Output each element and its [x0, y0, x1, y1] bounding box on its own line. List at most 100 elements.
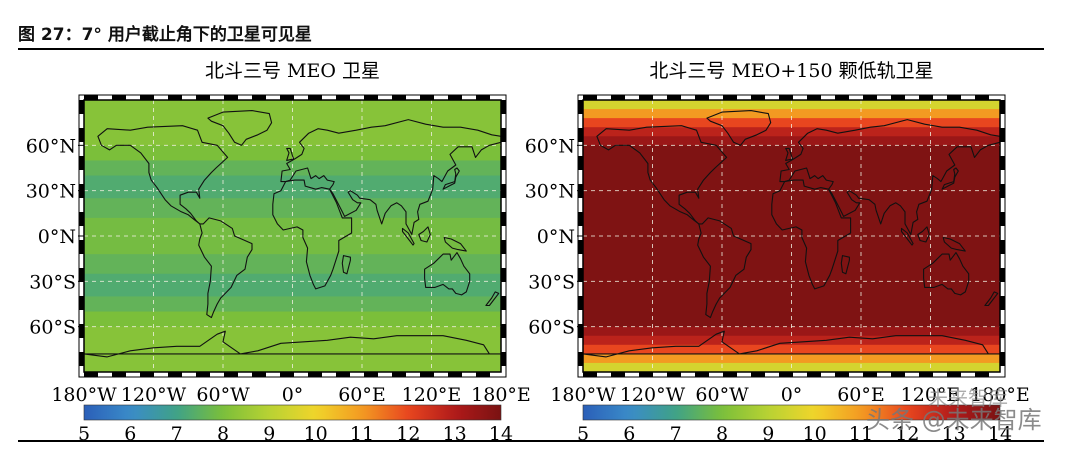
y-tick-label: 0°N [537, 226, 575, 248]
heatmap-band [84, 160, 501, 177]
heatmap-band [583, 100, 1000, 110]
y-tick-label: 60°S [29, 317, 76, 339]
colorbar-tick-label: 11 [350, 423, 374, 445]
y-tick-label: 0°N [38, 226, 76, 248]
coastline-sumatra [401, 227, 415, 246]
colorbar [83, 404, 502, 421]
coastline-north-america [97, 125, 229, 225]
heatmap-band [84, 296, 501, 313]
colorbar-tick-label: 6 [124, 423, 136, 445]
watermark-text: 头条 @未来智库 [866, 406, 1042, 434]
coastline-new-guinea [443, 236, 467, 252]
gridlines [583, 100, 1000, 372]
coastline-japan [442, 167, 460, 190]
coastline-australia [424, 252, 471, 296]
x-tick-label: 60°W [196, 384, 250, 406]
colorbar-tick-label: 12 [895, 423, 919, 445]
x-tick-label: 60°E [338, 384, 386, 406]
chart-panel-left: 北斗三号 MEO 卫星 60°N 30°N 0°N 30°S 60°S 180°W 120°W… [0, 52, 531, 445]
y-tick-label: 60°S [528, 317, 575, 339]
coastline-arabia-island-uk [785, 147, 794, 161]
x-tick-label: 0° [282, 384, 304, 406]
colorbar-tick-label: 14 [988, 423, 1012, 445]
y-tick-label: 60°N [525, 135, 575, 157]
coastline-eurasia [779, 119, 1000, 236]
coastline-australia [923, 252, 970, 296]
coastlines [84, 110, 501, 358]
coastline-north-america [596, 125, 728, 225]
coastline-indonesia-borneo [917, 226, 930, 243]
heatmap-band [583, 326, 1000, 337]
coastline-arabia-island-uk [286, 147, 295, 161]
coastline-japan [941, 167, 959, 190]
colorbar-tick-label: 13 [443, 423, 467, 445]
heatmap-band [583, 109, 1000, 119]
coastline-greenland [706, 110, 772, 146]
gridlines [84, 100, 501, 372]
x-tick-label: 120°W [121, 384, 187, 406]
chart-title: 北斗三号 MEO 卫星 [205, 60, 380, 82]
heatmap-band [84, 254, 501, 275]
colorbar-tick-label: 5 [577, 423, 589, 445]
top-rule [18, 48, 1044, 50]
colorbar-tick-label: 10 [803, 423, 827, 445]
colorbar-tick-label: 13 [942, 423, 966, 445]
bottom-rule [18, 440, 1044, 442]
colorbar-tick-label: 5 [78, 423, 90, 445]
colorbar-tick-label: 9 [762, 423, 774, 445]
coastline-south-america [697, 217, 752, 319]
colorbar-tick-label: 10 [304, 423, 328, 445]
watermark-brand: 未来智库 [928, 386, 1008, 410]
chart-right: 北斗三号 MEO+150 颗低轨卫星 60°N 30°N 0°N 30°S 60°S 180… [525, 60, 1030, 445]
coastline-south-america [198, 217, 253, 319]
coastline-sumatra [900, 227, 914, 246]
chart-left: 北斗三号 MEO 卫星 60°N 30°N 0°N 30°S 60°S 180°W 120°W… [26, 60, 531, 445]
y-tick-label: 30°S [528, 271, 575, 293]
x-tick-label: 120°E [402, 384, 462, 406]
colorbar-tick-label: 6 [623, 423, 635, 445]
heatmap-band [583, 118, 1000, 128]
x-tick-label: 60°W [695, 384, 749, 406]
coastline-new-guinea [942, 236, 966, 252]
x-tick-label: 180°E [471, 384, 531, 406]
y-tick-label: 30°S [29, 271, 76, 293]
y-tick-label: 60°N [26, 135, 76, 157]
colorbar [582, 404, 1001, 421]
colorbar-tick-label: 7 [171, 423, 183, 445]
coastline-antarctica [84, 330, 501, 358]
coastline-greenland [207, 110, 273, 146]
heatmap-band [84, 175, 501, 199]
coastline-new-zealand [984, 291, 999, 307]
figure-title: 图 27：7° 用户截止角下的卫星可见星 [18, 25, 312, 45]
colorbar-tick-label: 7 [670, 423, 682, 445]
coastline-africa [771, 179, 852, 290]
chart-title: 北斗三号 MEO+150 颗低轨卫星 [649, 60, 933, 82]
x-tick-label: 0° [781, 384, 803, 406]
colorbar-tick-label: 8 [716, 423, 728, 445]
colorbar-tick-label: 14 [489, 423, 513, 445]
x-tick-label: 180°E [970, 384, 1030, 406]
heatmap-band [84, 100, 501, 146]
x-tick-label: 180°W [51, 384, 117, 406]
colorbar-tick-label: 8 [217, 423, 229, 445]
chart-panel-right: 北斗三号 MEO+150 颗低轨卫星 60°N 30°N 0°N 30°S 60°S 180… [525, 52, 1060, 445]
x-tick-label: 120°W [620, 384, 686, 406]
colorbar-tick-label: 9 [263, 423, 275, 445]
coastline-africa [272, 179, 353, 290]
map-frame-checker [577, 94, 1006, 378]
x-tick-label: 60°E [837, 384, 885, 406]
coastline-antarctica [583, 330, 1000, 358]
x-tick-label: 120°E [901, 384, 961, 406]
heatmap-band [84, 145, 501, 162]
colorbar-tick-label: 12 [396, 423, 420, 445]
coastlines [583, 110, 1000, 358]
coastline-madagascar [341, 255, 351, 275]
x-tick-label: 180°W [550, 384, 616, 406]
coastline-eurasia [280, 119, 501, 236]
coastline-madagascar [840, 255, 850, 275]
colorbar-tick-label: 11 [849, 423, 873, 445]
y-tick-label: 30°N [26, 181, 76, 203]
coastline-indonesia-borneo [418, 226, 431, 243]
coastline-new-zealand [485, 291, 500, 307]
y-tick-label: 30°N [525, 181, 575, 203]
